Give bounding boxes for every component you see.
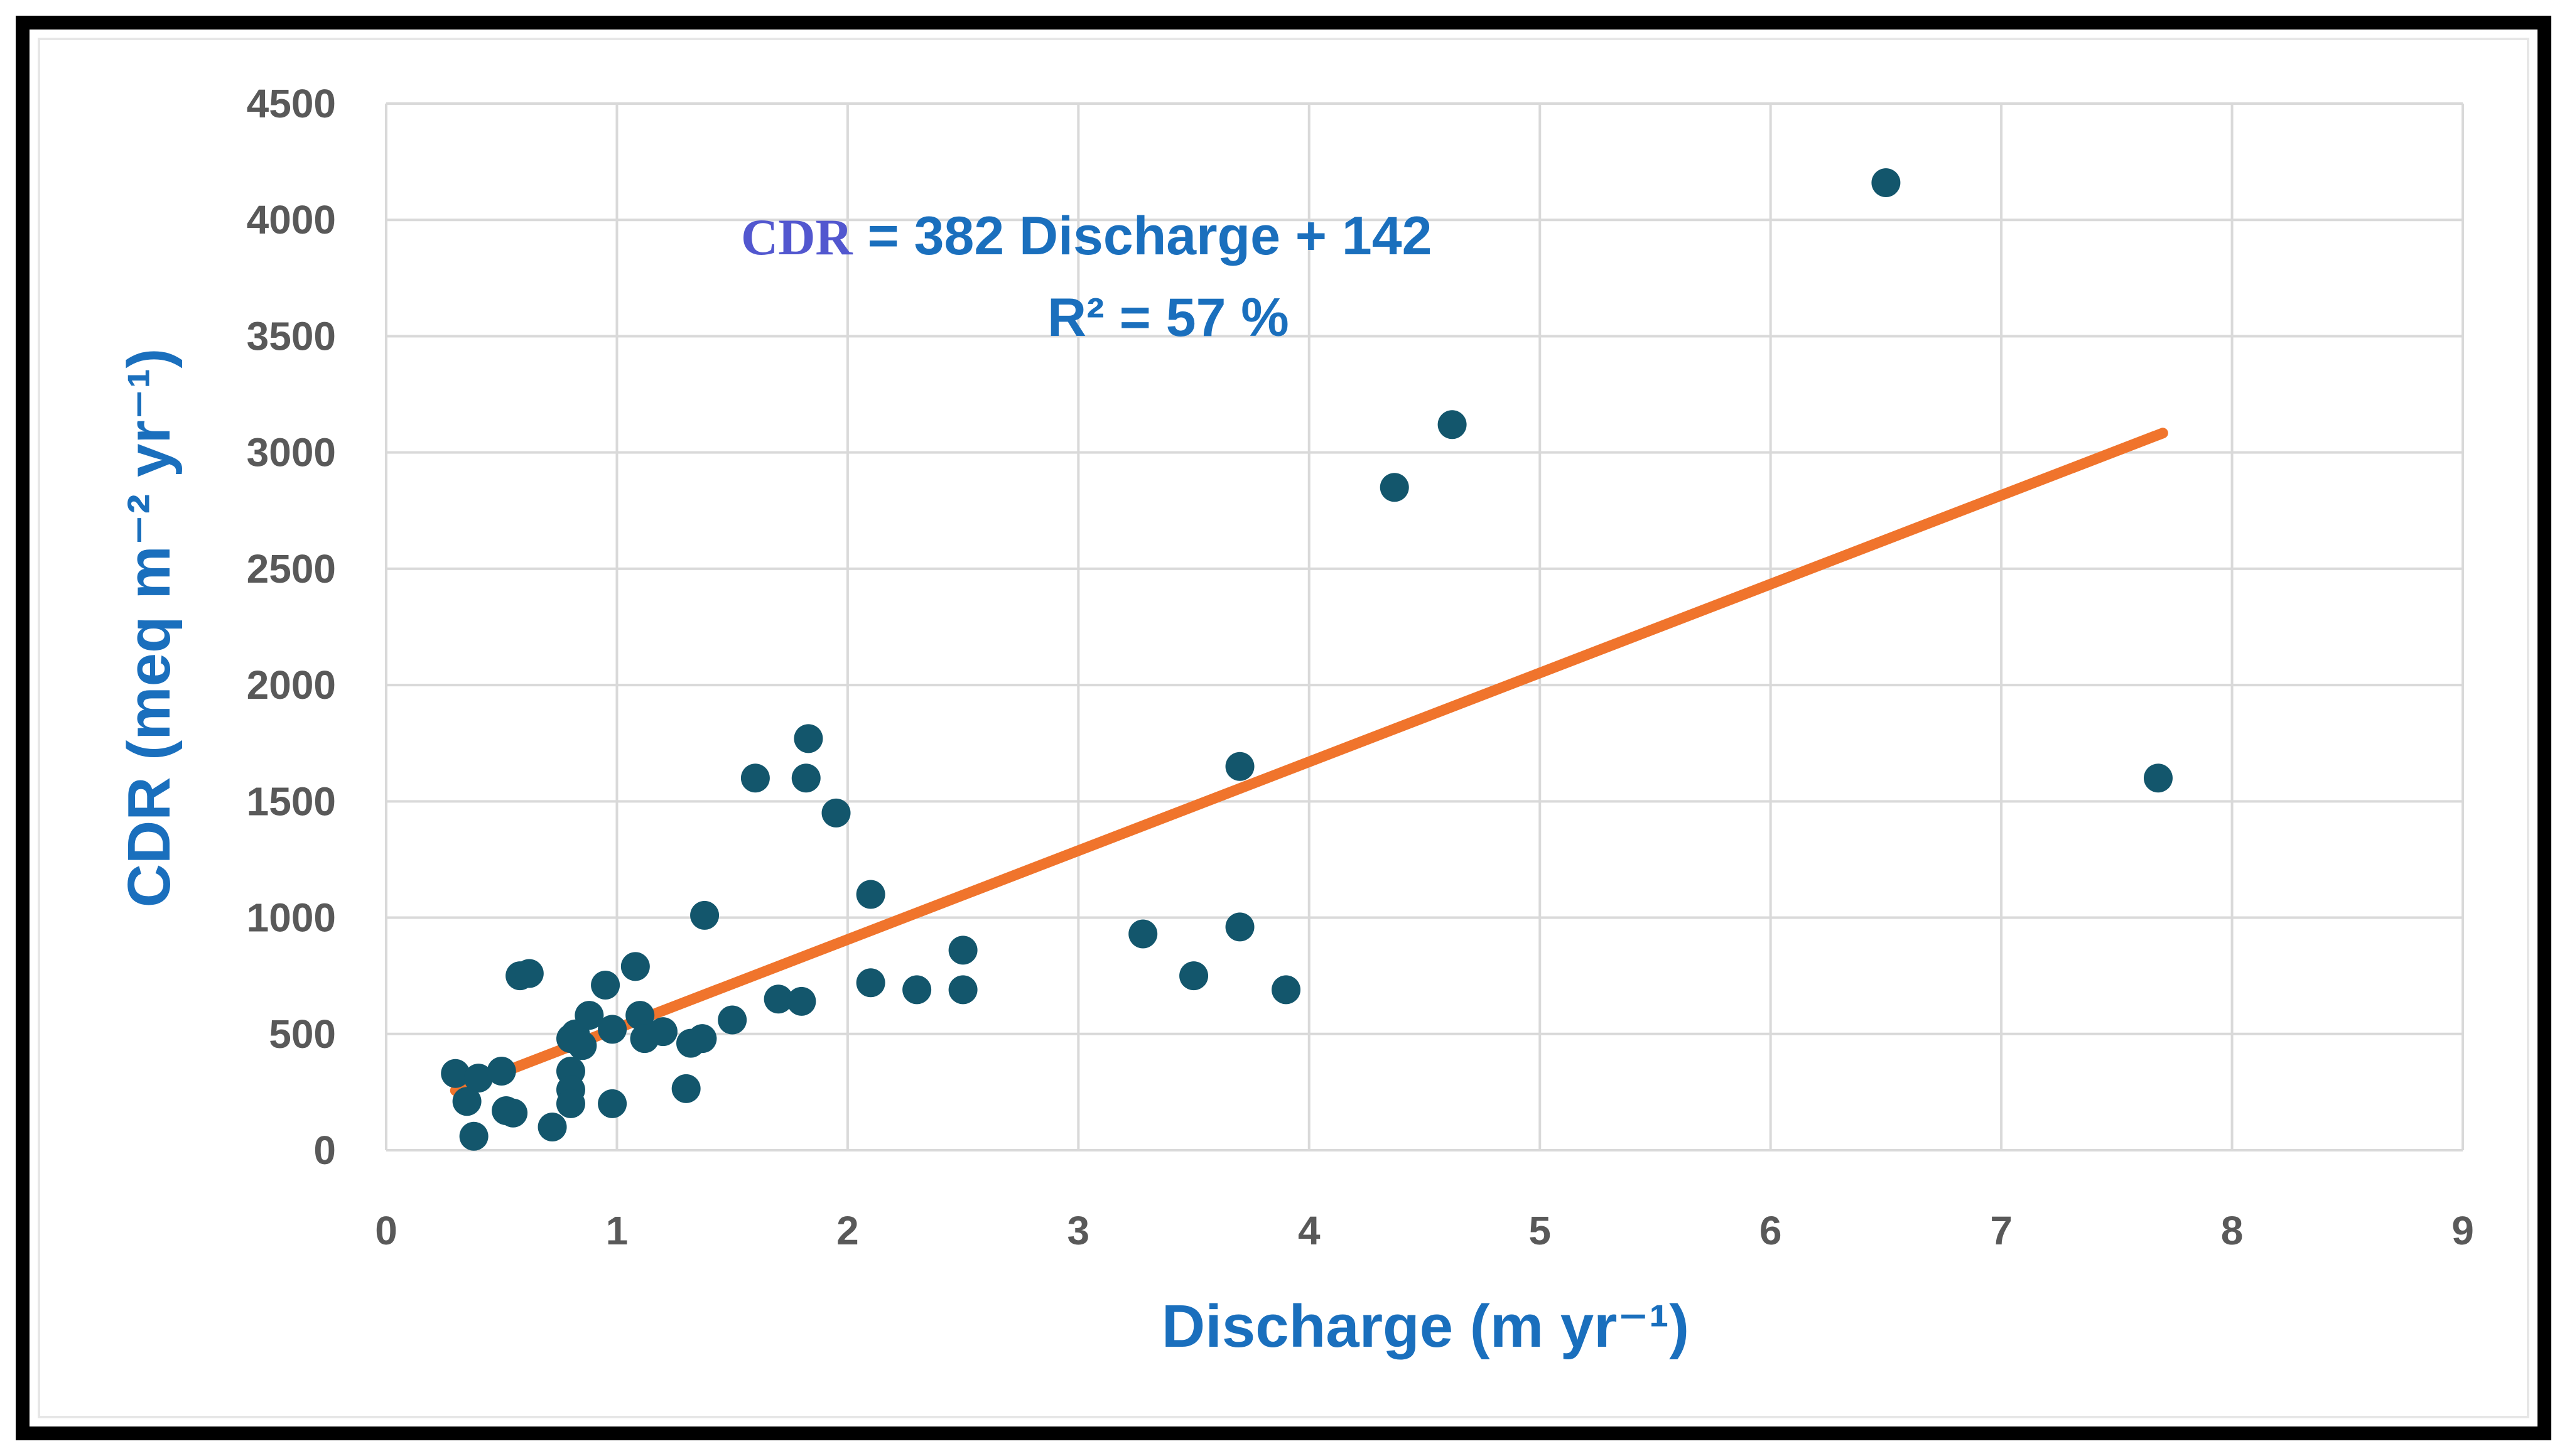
data-point: [1225, 752, 1255, 781]
data-point: [856, 968, 885, 998]
y-tick-label: 4000: [247, 197, 336, 242]
data-point: [452, 1087, 482, 1116]
chart-border: [16, 16, 2551, 1440]
data-point: [620, 952, 650, 981]
x-tick-label: 2: [836, 1208, 859, 1253]
data-point: [648, 1017, 678, 1047]
grid-lines: [385, 102, 2464, 1151]
data-point: [1437, 410, 1467, 439]
data-point: [690, 900, 720, 930]
x-tick-label: 5: [1528, 1208, 1551, 1253]
data-point: [856, 880, 885, 909]
data-point: [794, 724, 823, 753]
data-point: [2143, 763, 2173, 793]
y-tick-label: 3000: [247, 430, 336, 475]
equation-label: CDR = 382 Discharge + 142: [741, 206, 1432, 266]
data-point: [791, 763, 821, 793]
data-point: [487, 1057, 516, 1086]
data-point: [902, 975, 932, 1005]
y-tick-label: 1000: [247, 895, 336, 941]
data-point: [499, 1098, 528, 1128]
y-axis-title: CDR (meq m⁻² yr⁻¹): [116, 348, 183, 908]
y-tick-label: 2500: [247, 546, 336, 591]
data-point: [441, 1059, 470, 1088]
data-point: [556, 1089, 585, 1118]
y-tick-label: 0: [313, 1128, 336, 1173]
y-tick-label: 1500: [247, 779, 336, 824]
data-point: [688, 1024, 717, 1054]
data-point: [463, 1064, 493, 1093]
data-point: [1225, 912, 1255, 942]
y-tick-label: 500: [269, 1011, 336, 1057]
data-point: [948, 936, 978, 965]
data-point: [625, 1001, 655, 1030]
data-point: [718, 1005, 747, 1035]
data-point: [1179, 961, 1209, 991]
data-point: [538, 1112, 567, 1141]
data-point: [740, 763, 770, 793]
data-point: [764, 984, 793, 1014]
data-point: [787, 986, 816, 1016]
equation-cdr-word: CDR: [741, 208, 853, 266]
data-point: [514, 959, 544, 988]
data-point: [568, 1031, 597, 1060]
x-tick-label: 1: [606, 1208, 629, 1253]
x-tick-label: 3: [1067, 1208, 1090, 1253]
y-tick-label: 3500: [247, 313, 336, 359]
r-squared-label: R² = 57 %: [1047, 288, 1289, 348]
data-points: [441, 168, 2173, 1151]
x-tick-label: 9: [2451, 1208, 2474, 1253]
x-tick-label: 4: [1298, 1208, 1321, 1253]
data-point: [671, 1074, 701, 1103]
x-axis-title: Discharge (m yr⁻¹): [1162, 1293, 1689, 1360]
data-point: [575, 1001, 604, 1030]
trendline-group: [450, 428, 2168, 1096]
data-point: [1272, 975, 1301, 1005]
data-point: [1380, 473, 1409, 502]
x-tick-label: 8: [2221, 1208, 2244, 1253]
data-point: [459, 1121, 489, 1151]
data-point: [1128, 919, 1158, 949]
trendline: [450, 428, 2168, 1096]
y-tick-label: 2000: [247, 662, 336, 708]
data-point: [1871, 168, 1901, 197]
x-tick-label: 0: [375, 1208, 397, 1253]
data-point: [598, 1089, 627, 1118]
data-point: [821, 798, 851, 828]
inner-border: [38, 38, 2529, 1418]
tick-labels: 0 1 2 3 4 5 6 7 8 9 0 500 1000 1500 2000 2500 3000 3500 40…: [247, 81, 2474, 1253]
x-tick-label: 6: [1759, 1208, 1782, 1253]
data-point: [591, 970, 620, 1000]
equation-rest: = 382 Discharge + 142: [853, 206, 1432, 266]
data-point: [948, 975, 978, 1005]
x-tick-label: 7: [1990, 1208, 2013, 1253]
data-point: [598, 1015, 627, 1044]
y-tick-label: 4500: [247, 81, 336, 126]
